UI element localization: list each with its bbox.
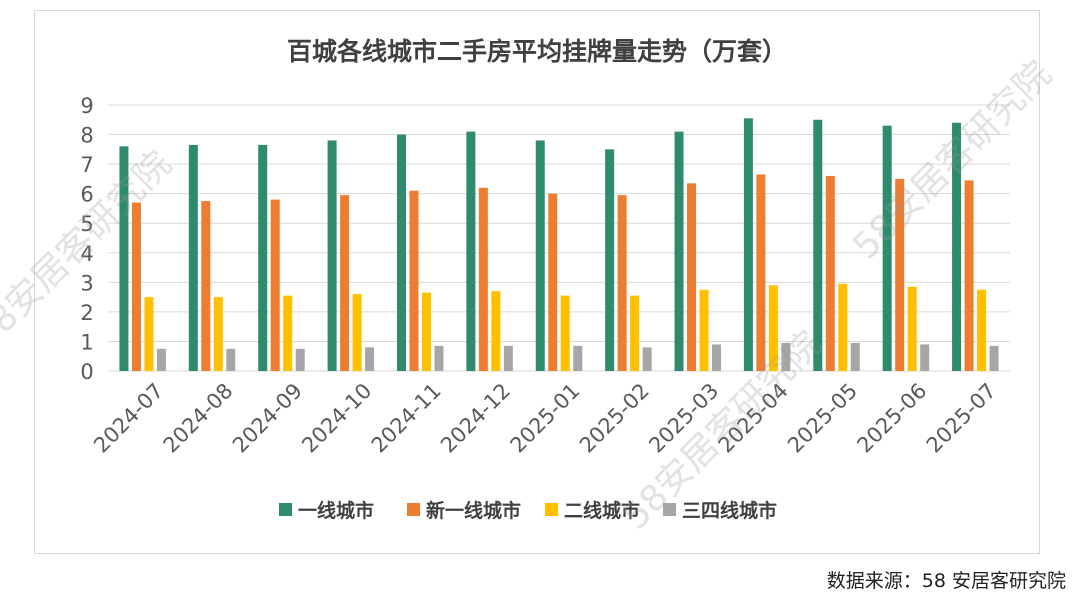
legend-label: 新一线城市 [426,499,521,522]
y-tick-label: 2 [80,301,93,325]
bar-3-2025-01 [560,295,570,371]
bar-1-2024-11 [396,134,406,371]
bar-4-2024-08 [226,348,236,371]
bar-2-2024-11 [409,190,419,371]
x-tick-label: 2025-06 [852,379,931,458]
bar-2-2025-06 [895,178,905,371]
y-tick-label: 3 [80,271,93,295]
legend-swatch [545,503,558,516]
x-tick-label: 2024-07 [89,379,168,458]
y-tick-label: 9 [80,94,93,118]
bar-4-2025-05 [850,342,860,371]
bar-series [119,118,999,372]
legend-label: 三四线城市 [682,499,777,522]
bar-2-2025-05 [825,175,835,371]
bar-4-2024-09 [295,348,305,371]
y-tick-label: 1 [80,330,93,354]
y-tick-label: 8 [80,124,93,148]
x-tick-label: 2025-02 [575,379,654,458]
y-tick-label: 4 [80,242,93,266]
bar-3-2024-12 [491,291,501,371]
bar-4-2024-11 [434,345,444,371]
bar-1-2024-12 [466,131,476,371]
bar-3-2024-09 [283,295,293,371]
bar-3-2024-08 [213,297,223,371]
x-tick-label: 2025-05 [783,379,862,458]
bar-2-2025-02 [617,195,627,371]
x-tick-label: 2024-10 [297,379,376,458]
legend: 一线城市 新一线城市 二线城市 三四线城市 [279,499,777,522]
bar-2-2024-08 [201,201,211,371]
bar-3-2024-11 [421,292,431,371]
x-tick-label: 2025-03 [644,379,723,458]
bar-2-2024-12 [478,187,488,371]
x-axis-ticks: 2024-072024-082024-092024-102024-112024-… [89,379,1001,458]
y-tick-label: 5 [80,212,93,236]
bar-1-2025-02 [605,149,615,371]
bar-4-2025-02 [642,347,652,371]
bar-4-2024-12 [503,345,513,371]
bar-2-2024-10 [340,195,350,371]
bar-2-2025-07 [964,180,974,371]
grid-lines [108,104,1010,372]
bar-4-2025-03 [712,344,722,371]
y-tick-label: 0 [80,360,93,384]
x-tick-label: 2024-11 [367,379,446,458]
y-tick-label: 6 [80,183,93,207]
bar-3-2025-03 [699,289,709,371]
bar-3-2024-07 [144,297,154,371]
bar-2-2025-01 [548,193,558,371]
x-tick-label: 2024-12 [436,379,515,458]
y-axis-ticks: 0 1 2 3 4 5 6 7 8 9 [80,94,93,384]
x-tick-label: 2024-09 [228,379,307,458]
bar-4-2024-07 [156,348,166,371]
bar-1-2025-07 [952,122,962,371]
bar-3-2025-06 [907,286,917,371]
bar-4-2024-10 [365,347,375,371]
bar-1-2025-05 [813,119,823,372]
chart-title: 百城各线城市二手房平均挂牌量走势（万套） [287,37,787,66]
legend-label: 一线城市 [298,499,374,522]
legend-swatch [663,503,676,516]
bar-1-2025-04 [743,118,753,371]
x-tick-label: 2025-07 [922,379,1001,458]
bar-3-2025-05 [838,283,848,371]
legend-label: 二线城市 [564,499,640,522]
bar-4-2025-06 [920,344,930,371]
bar-3-2025-04 [768,285,778,371]
bar-1-2024-09 [258,144,268,371]
y-tick-label: 7 [80,153,93,177]
source-note: 数据来源：58 安居客研究院 [826,570,1066,592]
bar-3-2025-07 [977,289,987,371]
bar-2-2024-09 [270,199,280,371]
bar-1-2024-08 [188,144,198,371]
x-tick-label: 2025-01 [506,379,585,458]
bar-4-2025-04 [781,342,791,371]
bar-2-2024-07 [131,202,141,371]
bar-3-2025-02 [630,295,640,371]
bar-2-2025-04 [756,174,766,371]
bar-1-2025-03 [674,131,684,371]
bar-3-2024-10 [352,294,362,371]
bar-1-2025-06 [882,125,892,371]
bar-1-2025-01 [535,140,545,371]
bar-1-2024-10 [327,140,337,371]
legend-swatch [407,503,420,516]
bar-1-2024-07 [119,146,129,371]
bar-4-2025-01 [573,345,583,371]
bar-2-2025-03 [687,183,697,371]
x-tick-label: 2024-08 [159,379,238,458]
bar-4-2025-07 [989,345,999,371]
legend-swatch [279,503,292,516]
x-tick-label: 2025-04 [714,379,793,458]
